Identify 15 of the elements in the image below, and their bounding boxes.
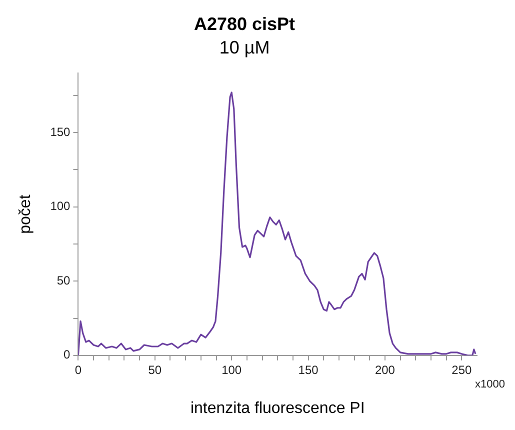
- y-tick-label: 100: [50, 199, 71, 214]
- y-tick-label: 0: [64, 348, 71, 362]
- x-tick-label: 0: [74, 362, 82, 377]
- y-axis-title: počet: [17, 194, 34, 234]
- x-tick-label: 100: [222, 362, 242, 377]
- chart-subtitle: 10 µM: [219, 37, 270, 58]
- x-axis-title: intenzita fluorescence PI: [190, 400, 365, 417]
- y-tick-label: 50: [56, 273, 71, 288]
- chart-title: A2780 cisPt: [194, 14, 296, 34]
- text: x1000: [475, 378, 505, 390]
- x-tick-label: 200: [374, 362, 396, 377]
- x-tick-label: 150: [298, 362, 319, 377]
- x-tick-label: 50: [148, 362, 162, 377]
- x-tick-label: 250: [452, 362, 472, 377]
- y-tick-label: 150: [50, 124, 71, 139]
